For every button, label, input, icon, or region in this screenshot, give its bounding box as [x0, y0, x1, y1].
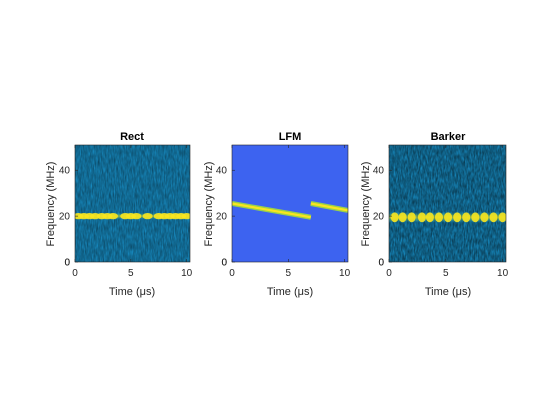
- y-tick-label: 20: [216, 212, 228, 223]
- burst-marker: [462, 212, 471, 223]
- burst-marker: [425, 212, 434, 223]
- chart-title: LFM: [279, 131, 302, 143]
- chart-title: Rect: [120, 131, 144, 143]
- x-axis-label: Time (μs): [425, 286, 471, 298]
- x-tick-label: 5: [286, 268, 292, 279]
- y-tick-label: 40: [59, 166, 71, 177]
- heatmap-noise: [75, 145, 190, 262]
- burst-marker: [498, 212, 506, 223]
- burst-marker: [471, 212, 480, 223]
- y-tick-label: 40: [373, 166, 385, 177]
- heatmap-background: [232, 145, 348, 262]
- burst-marker: [444, 212, 453, 223]
- burst-marker: [417, 212, 426, 223]
- burst-marker: [107, 212, 118, 220]
- x-tick-label: 5: [128, 268, 134, 279]
- y-tick-label: 40: [216, 166, 228, 177]
- x-tick-label: 5: [443, 268, 449, 279]
- x-axis-label: Time (μs): [267, 286, 313, 298]
- y-axis-label: Frequency (MHz): [45, 162, 57, 247]
- burst-marker: [181, 212, 190, 220]
- burst-marker: [453, 212, 462, 223]
- axes-box: [74, 144, 191, 263]
- axes-box: [231, 144, 349, 263]
- y-tick-label: 0: [221, 258, 227, 269]
- y-tick-label: 0: [378, 258, 384, 269]
- x-tick-label: 10: [181, 268, 193, 279]
- x-tick-label: 0: [72, 268, 78, 279]
- chart-title: Barker: [431, 131, 467, 143]
- burst-marker: [480, 212, 489, 223]
- burst-marker: [407, 212, 416, 223]
- y-tick-label: 0: [378, 258, 384, 269]
- x-tick-label: 0: [386, 268, 392, 279]
- x-tick-label: 0: [229, 268, 235, 279]
- burst-marker: [398, 212, 407, 223]
- axes-box: [388, 144, 507, 263]
- burst-marker: [390, 212, 399, 223]
- burst-marker: [434, 212, 443, 223]
- x-tick-label: 10: [497, 268, 509, 279]
- chirp-band-core: [310, 202, 348, 212]
- burst-marker: [131, 212, 142, 220]
- y-tick-label: 20: [373, 212, 385, 223]
- y-axis-label: Frequency (MHz): [203, 162, 215, 247]
- y-tick-label: 0: [64, 258, 70, 269]
- x-tick-label: 10: [339, 268, 351, 279]
- burst-marker: [489, 212, 498, 223]
- burst-marker: [142, 212, 153, 220]
- y-tick-label: 0: [221, 258, 227, 269]
- y-tick-label: 20: [59, 212, 71, 223]
- chirp-band-core: [232, 202, 312, 219]
- y-axis-label: Frequency (MHz): [360, 162, 372, 247]
- heatmap-noise: [389, 145, 506, 262]
- y-tick-label: 0: [64, 258, 70, 269]
- x-axis-label: Time (μs): [109, 286, 155, 298]
